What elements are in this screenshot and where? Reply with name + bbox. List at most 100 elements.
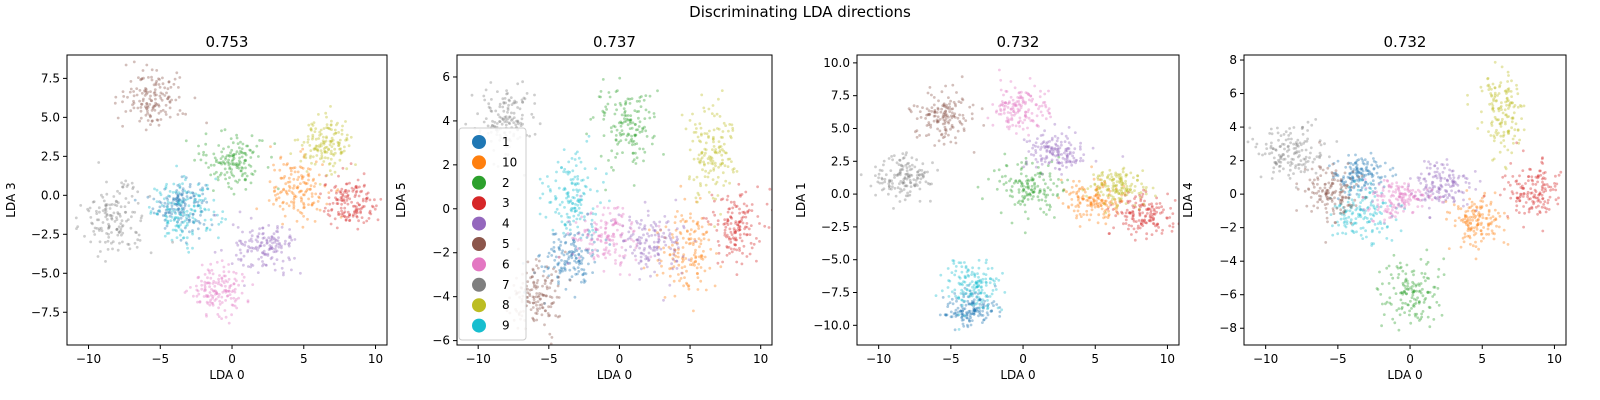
scatter-point-class-8 [327, 162, 331, 166]
scatter-point-class-4 [657, 234, 661, 238]
scatter-point-class-7 [489, 109, 493, 113]
scatter-point-class-1 [1357, 175, 1361, 179]
scatter-point-class-5 [532, 301, 535, 305]
scatter-point-class-2 [219, 171, 223, 175]
scatter-point-class-3 [1147, 219, 1151, 223]
scatter-point-class-9 [963, 276, 967, 279]
scatter-point-class-2 [633, 134, 637, 138]
scatter-point-class-10 [1476, 218, 1480, 222]
scatter-point-class-2 [236, 164, 240, 168]
scatter-point-class-7 [148, 194, 152, 198]
scatter-point-class-3 [343, 206, 347, 210]
scatter-point-class-4 [220, 248, 223, 252]
scatter-point-class-1 [179, 204, 183, 208]
scatter-point-class-8 [731, 126, 735, 130]
scatter-point-class-9 [209, 218, 213, 222]
scatter-point-class-1 [1358, 178, 1362, 181]
scatter-point-class-7 [901, 168, 905, 171]
scatter-point-class-6 [1039, 110, 1043, 114]
scatter-point-class-2 [599, 90, 603, 93]
scatter-point-class-6 [593, 221, 596, 225]
scatter-point-class-4 [651, 226, 655, 229]
scatter-point-class-6 [1039, 89, 1042, 93]
scatter-point-class-10 [336, 188, 340, 192]
scatter-point-class-3 [371, 205, 375, 209]
scatter-point-class-1 [946, 305, 950, 308]
scatter-point-class-5 [941, 136, 945, 140]
y-tick-label: 7.5 [831, 89, 850, 103]
scatter-point-class-3 [717, 244, 721, 247]
scatter-point-class-5 [129, 109, 133, 113]
scatter-point-class-6 [574, 237, 577, 241]
scatter-point-class-9 [984, 284, 988, 287]
scatter-point-class-2 [602, 117, 606, 121]
scatter-point-class-9 [578, 211, 582, 215]
scatter-point-class-5 [948, 105, 951, 109]
scatter-point-class-1 [581, 233, 585, 237]
scatter-point-class-10 [1469, 227, 1473, 231]
scatter-point-class-5 [927, 123, 931, 127]
scatter-point-class-9 [562, 188, 566, 192]
scatter-point-class-10 [673, 294, 677, 298]
scatter-point-class-5 [167, 80, 171, 83]
scatter-point-class-6 [620, 232, 624, 235]
scatter-point-class-10 [339, 215, 343, 219]
scatter-point-class-2 [1026, 217, 1030, 221]
scatter-point-class-1 [185, 218, 189, 221]
legend-marker-4 [472, 216, 486, 231]
scatter-point-class-9 [1339, 217, 1343, 221]
scatter-point-class-6 [1024, 91, 1028, 94]
scatter-point-class-10 [1091, 197, 1095, 201]
scatter-point-class-7 [105, 192, 109, 196]
scatter-point-class-6 [1035, 124, 1039, 128]
scatter-point-class-3 [719, 198, 723, 202]
scatter-point-class-3 [352, 213, 355, 217]
scatter-point-class-5 [941, 104, 945, 107]
scatter-point-class-3 [730, 250, 734, 254]
scatter-point-class-5 [948, 110, 952, 113]
scatter-point-class-1 [1334, 171, 1338, 175]
scatter-point-class-7 [132, 185, 135, 189]
scatter-point-class-4 [1053, 122, 1057, 126]
scatter-point-class-7 [107, 232, 110, 236]
scatter-point-class-4 [1029, 153, 1033, 156]
scatter-point-class-2 [218, 173, 222, 177]
scatter-point-class-1 [178, 212, 182, 216]
scatter-point-class-4 [1034, 158, 1038, 161]
scatter-point-class-10 [298, 165, 302, 169]
scatter-point-class-6 [200, 279, 203, 283]
scatter-point-class-8 [1125, 173, 1129, 177]
scatter-point-class-1 [556, 262, 560, 266]
scatter-point-class-10 [701, 257, 705, 261]
scatter-point-class-7 [108, 203, 112, 207]
scatter-point-class-6 [596, 205, 599, 208]
scatter-point-class-3 [1144, 221, 1148, 225]
scatter-point-class-3 [1107, 232, 1111, 236]
scatter-point-class-6 [235, 279, 238, 283]
scatter-point-class-10 [695, 222, 699, 226]
scatter-point-class-9 [962, 293, 966, 297]
scatter-point-class-9 [1376, 222, 1380, 226]
scatter-point-class-1 [960, 312, 964, 315]
scatter-point-class-8 [1104, 184, 1108, 188]
scatter-point-class-5 [947, 121, 951, 125]
scatter-point-class-7 [530, 112, 534, 116]
scatter-point-class-6 [601, 252, 605, 256]
scatter-point-class-4 [659, 228, 662, 232]
scatter-point-class-6 [1012, 110, 1015, 113]
scatter-point-class-4 [1032, 143, 1035, 147]
scatter-point-class-10 [287, 176, 291, 180]
scatter-point-class-9 [175, 164, 179, 168]
scatter-point-class-10 [310, 203, 314, 207]
scatter-point-class-6 [232, 282, 236, 286]
scatter-point-class-3 [1125, 215, 1129, 219]
scatter-point-class-7 [115, 228, 119, 232]
scatter-point-class-4 [1073, 147, 1077, 151]
scatter-point-class-1 [1355, 171, 1359, 175]
scatter-point-class-1 [955, 313, 958, 317]
scatter-point-class-2 [243, 159, 247, 163]
scatter-point-class-7 [104, 204, 108, 208]
scatter-point-class-10 [1107, 209, 1110, 213]
scatter-point-class-5 [968, 105, 972, 109]
scatter-point-class-2 [1029, 178, 1033, 182]
